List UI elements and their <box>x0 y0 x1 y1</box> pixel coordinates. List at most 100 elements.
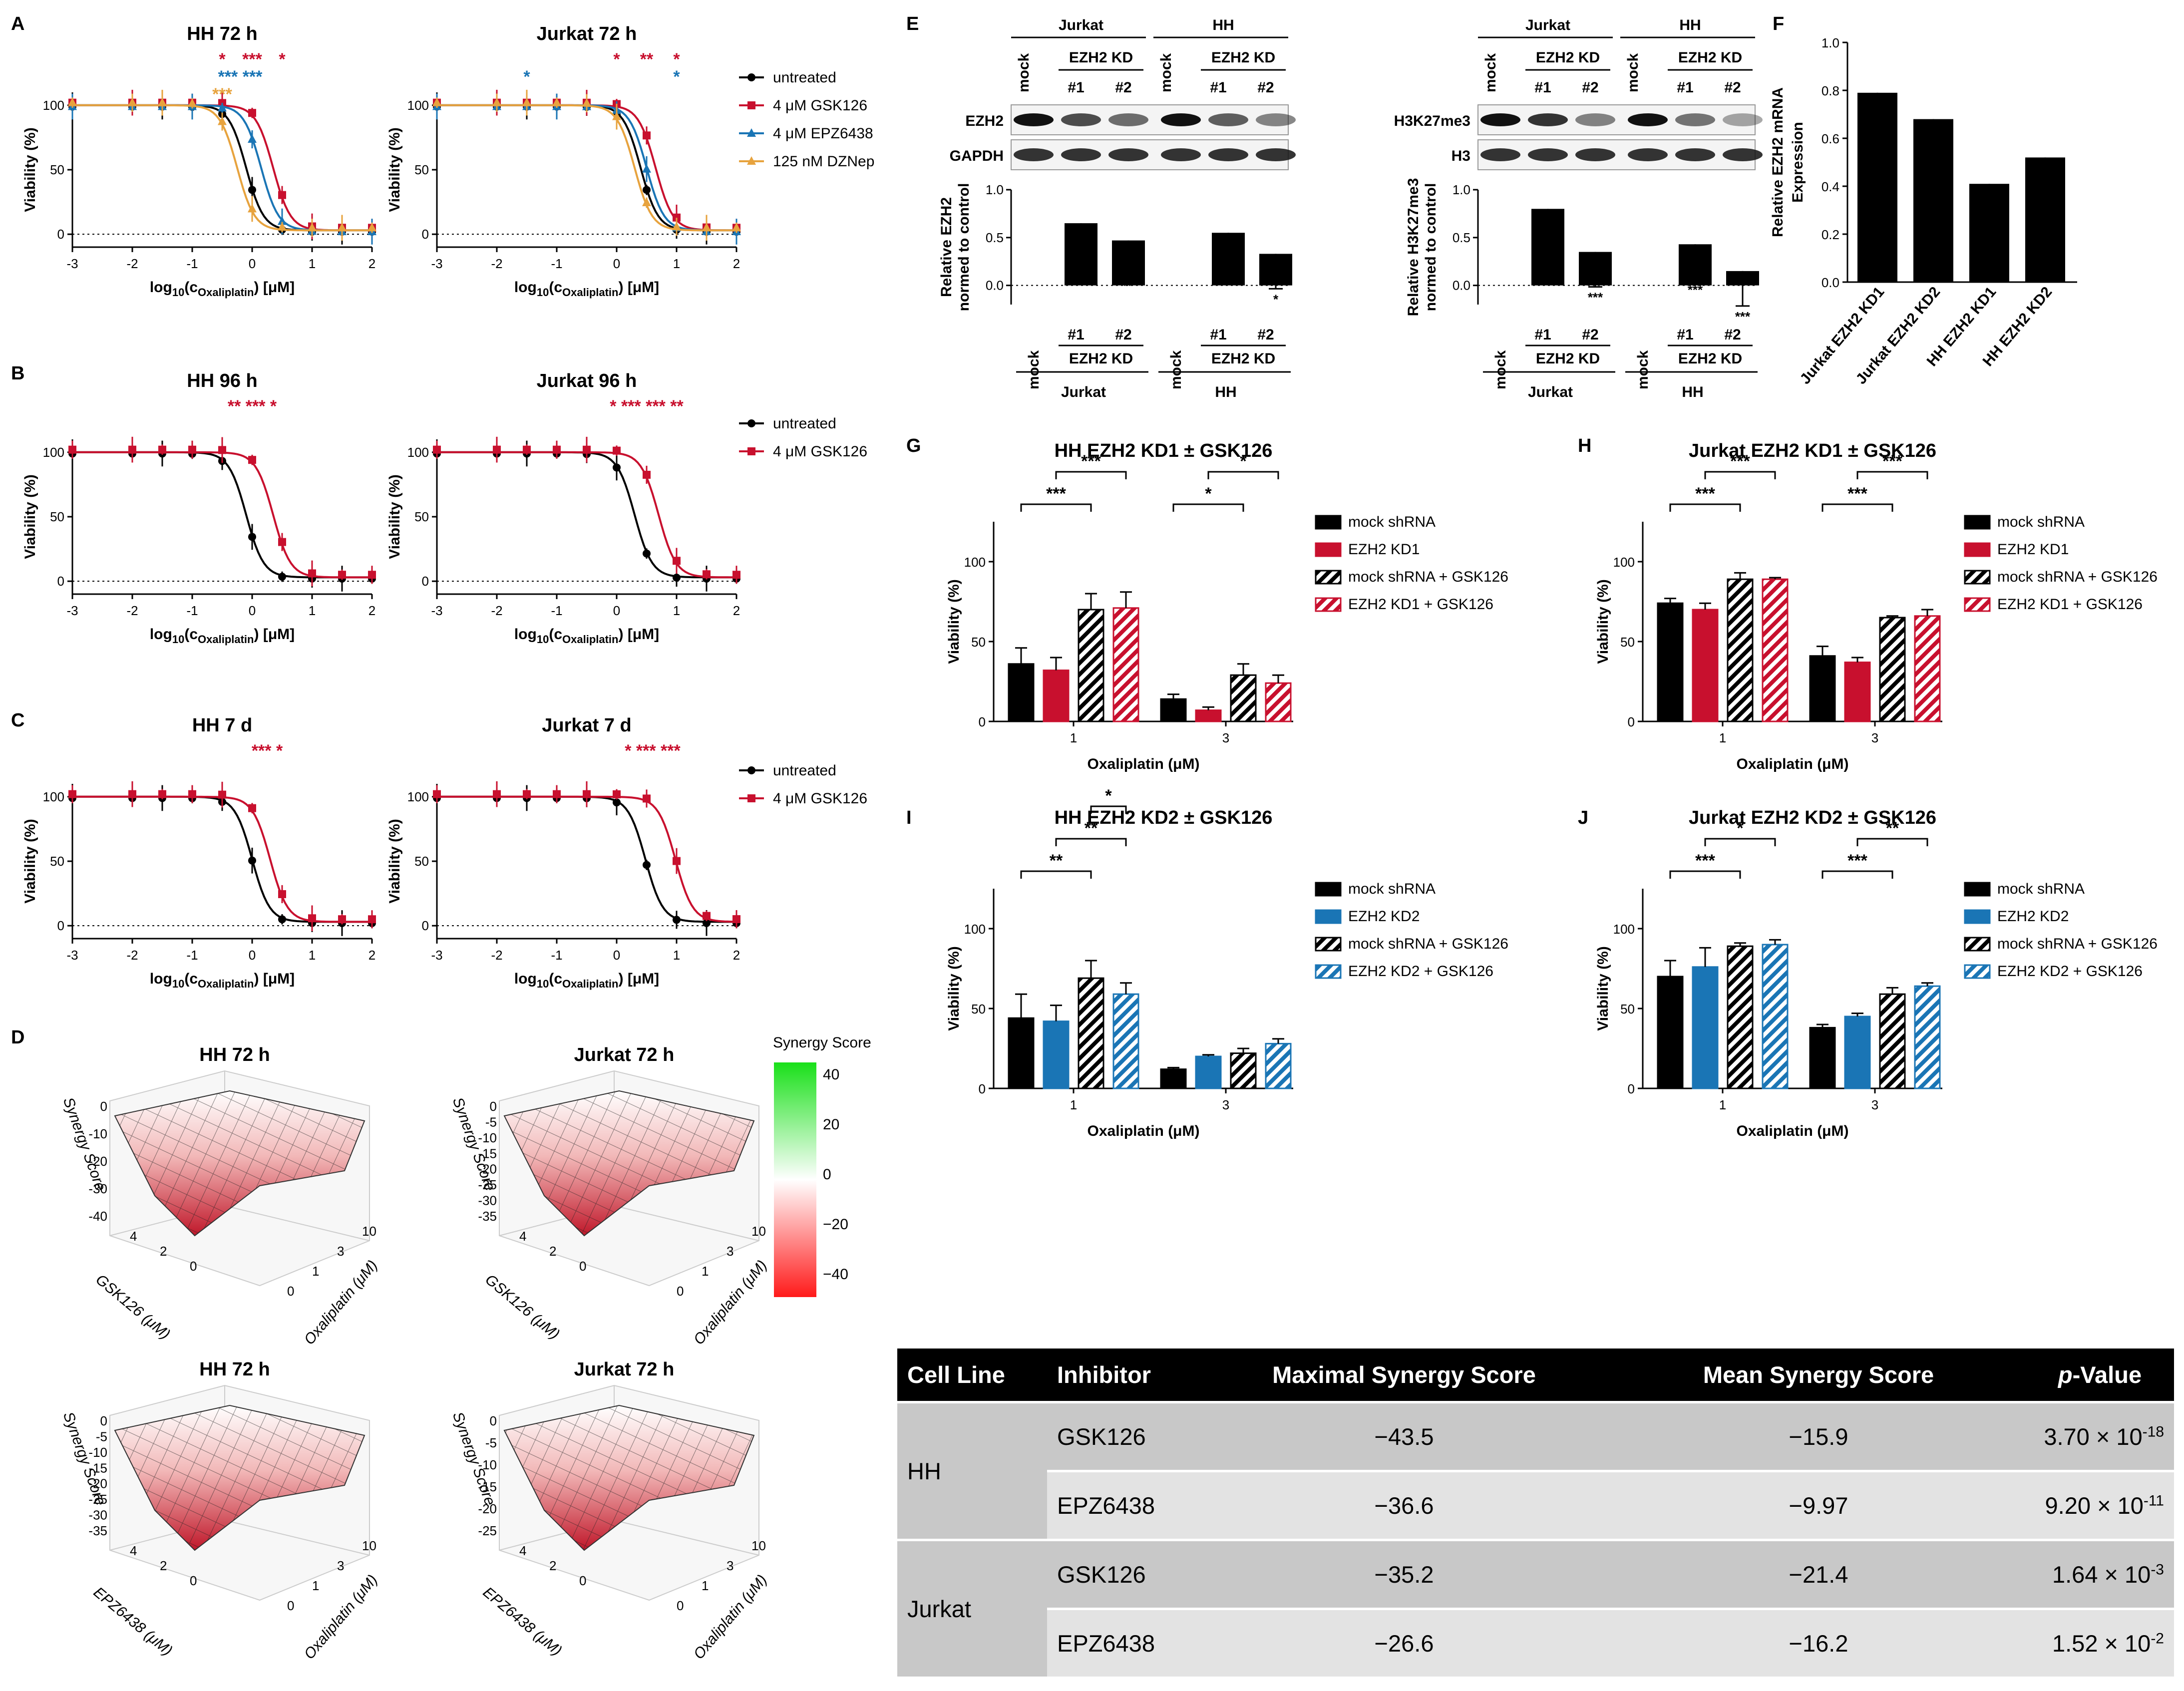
data-point <box>308 569 316 578</box>
significance-star: * <box>279 50 286 69</box>
legend-label: mock shRNA + GSK126 <box>1348 569 1508 585</box>
band-label: H3 <box>1452 148 1470 164</box>
lane-label: #2 <box>1582 327 1598 343</box>
x-axis-label-part: log <box>150 279 172 296</box>
legend-swatch <box>1964 909 1991 924</box>
kd-label: EZH2 KD <box>1536 49 1600 66</box>
y-tick-label: 0 <box>422 227 429 242</box>
legend-label: mock shRNA + GSK126 <box>1348 936 1508 952</box>
z-tick-label: 0 <box>100 1413 107 1428</box>
significance-star: ** <box>1085 819 1098 838</box>
legend-label: EZH2 KD1 <box>1997 541 2069 558</box>
significance-star: * *** *** ** <box>610 397 684 416</box>
blot-band <box>1575 148 1615 161</box>
x-tick-label: 2 <box>160 1558 167 1573</box>
lane-label: #2 <box>1582 79 1598 96</box>
plot-title: HH 96 h <box>187 370 257 391</box>
y-tick-label: 0.0 <box>986 278 1004 293</box>
curve-panel: HH 72 h 0 50 100 -3 -2 -1 0 1 2 Viability (%) log10… <box>22 23 376 299</box>
panel-label-a: A <box>11 13 24 34</box>
data-point <box>248 456 256 464</box>
data-point <box>248 856 256 865</box>
x-tick-label: -2 <box>126 256 138 271</box>
data-point <box>613 790 621 798</box>
fit-curve <box>437 451 736 579</box>
x-axis-label-part: ) [μM] <box>619 626 660 643</box>
bar <box>1078 977 1104 1089</box>
data-point <box>493 445 501 454</box>
z-tick-label: 0 <box>490 1413 497 1428</box>
curve-panel: Jurkat 96 h 0 50 100 -3 -2 -1 0 1 2 Viability (%) l… <box>386 370 740 646</box>
panel-label-h: H <box>1578 435 1591 456</box>
data-point <box>702 223 711 232</box>
y-tick-label: 0 <box>287 1284 294 1299</box>
data-point <box>218 446 226 454</box>
x-tick-label: 1 <box>673 256 680 271</box>
header-max-synergy: Maximal Synergy Score <box>1197 1349 1611 1402</box>
data-point <box>732 571 740 579</box>
curve-panel: HH 7 d 0 50 100 -3 -2 -1 0 1 2 Viability (%) log10(… <box>22 715 376 990</box>
legend-label: mock shRNA <box>1348 881 1436 897</box>
blot-band <box>1061 148 1101 161</box>
mock-label: mock <box>1625 53 1641 92</box>
plot-title: Jurkat 72 h <box>574 1359 675 1380</box>
bar <box>1265 682 1292 722</box>
legend-swatch <box>1964 937 1991 952</box>
data-point <box>703 919 711 927</box>
legend-marker <box>747 156 756 165</box>
y-tick-label: 3 <box>337 1558 344 1573</box>
data-point <box>278 191 286 199</box>
blot-band <box>1208 148 1248 161</box>
table-header-row: Cell Line Inhibitor Maximal Synergy Scor… <box>897 1349 2174 1402</box>
plot-title: Jurkat EZH2 KD1 ± GSK126 <box>1689 440 1936 461</box>
panel-label-d: D <box>11 1027 24 1048</box>
y-tick-label: 0 <box>422 918 429 933</box>
y-tick-label: 100 <box>964 555 986 570</box>
bar <box>1112 993 1139 1089</box>
x-tick-label: 2 <box>368 603 375 618</box>
x-axis-label-part: log <box>514 279 537 296</box>
blot-band <box>1061 113 1101 126</box>
legend-label: mock shRNA + GSK126 <box>1997 936 2158 952</box>
data-point <box>673 857 681 865</box>
x-tick-label: 0 <box>249 603 256 618</box>
z-tick-label: -35 <box>88 1523 107 1538</box>
y-tick-label: 3 <box>337 1244 344 1259</box>
lane-label: #1 <box>1677 327 1693 343</box>
data-point <box>308 223 317 232</box>
header-mean-synergy: Mean Synergy Score <box>1611 1349 2026 1402</box>
legend-label: untreated <box>773 762 836 779</box>
header-p-suffix: -Value <box>2072 1361 2142 1388</box>
x-tick-label: -2 <box>126 603 138 618</box>
y-tick-label: 100 <box>1613 922 1635 937</box>
y-tick-label: 0.5 <box>1453 230 1470 245</box>
significance-bracket <box>1669 503 1741 512</box>
legend-marker <box>747 766 755 774</box>
data-point <box>248 186 256 194</box>
x-axis-label-part: Oxaliplatin <box>198 286 254 299</box>
x-axis-label-part: ) [μM] <box>254 279 295 296</box>
z-tick-label: -10 <box>478 1130 497 1145</box>
significance-star: *** *** <box>218 67 263 86</box>
data-point <box>158 445 166 454</box>
lane-label: #2 <box>1115 327 1131 343</box>
y-tick-label: 0.0 <box>1821 275 1839 290</box>
plot-title: HH EZH2 KD1 ± GSK126 <box>1055 440 1273 461</box>
data-point <box>643 470 651 479</box>
z-tick-label: 0 <box>490 1099 497 1114</box>
legend-panel-a: untreated 4 μM GSK126 4 μM EPZ6438 125 nM D… <box>739 69 874 170</box>
x-tick-label: 3 <box>1222 1097 1229 1112</box>
x-axis-label: Oxaliplatin (μM) <box>1736 756 1848 772</box>
x-axis-label: GSK126 (μM) <box>482 1271 563 1343</box>
colorbar-ticks: 40 20 0 −20 −40 <box>823 1066 848 1283</box>
y-tick-label: 50 <box>1620 1002 1635 1016</box>
x-tick-label: -3 <box>66 603 78 618</box>
data-point <box>278 573 286 581</box>
significance-star: * <box>1273 292 1279 307</box>
bar <box>1078 609 1104 722</box>
blot-band <box>1528 148 1568 161</box>
z-tick-label: -20 <box>88 1154 107 1169</box>
table-row: Jurkat GSK126 −35.2 −21.4 1.64 × 10-3 <box>897 1539 2174 1677</box>
data-point <box>642 197 651 206</box>
